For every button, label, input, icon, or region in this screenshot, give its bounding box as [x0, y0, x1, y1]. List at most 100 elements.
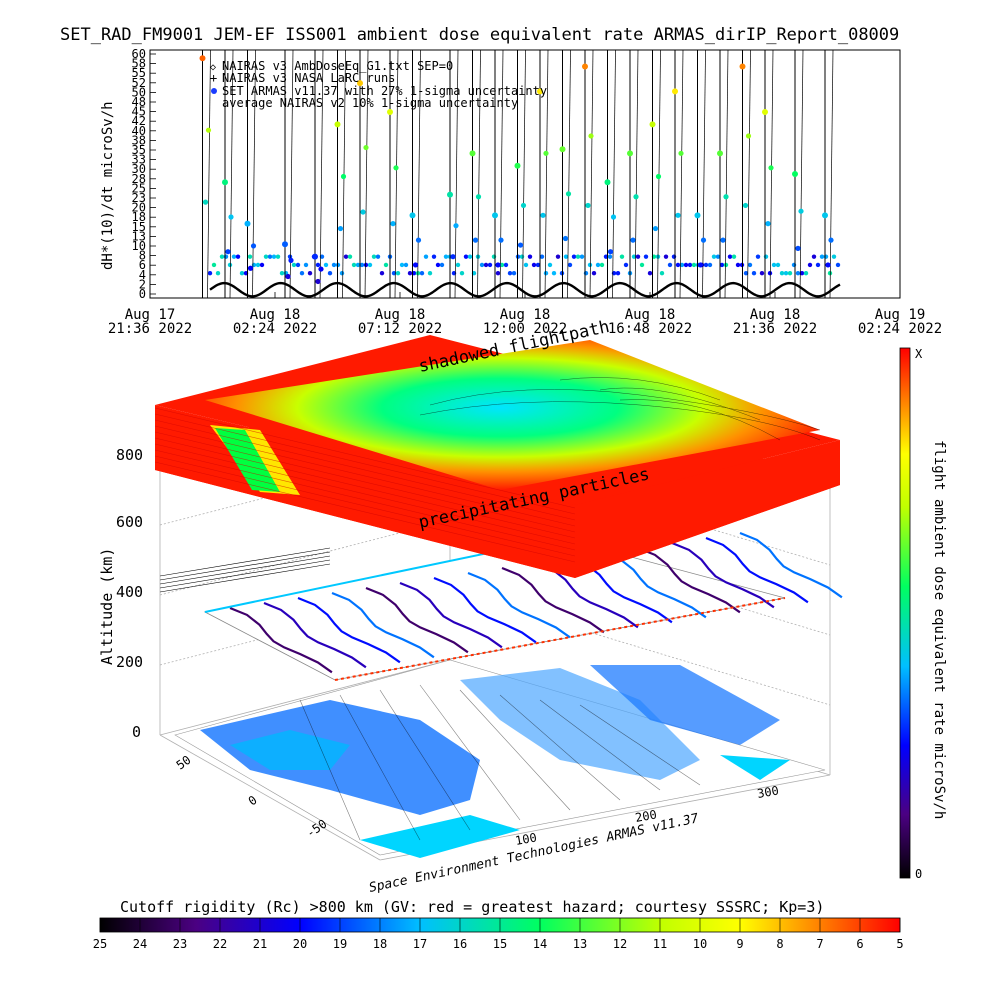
- baseline-dot: [808, 263, 812, 267]
- data-point-5-1: [341, 174, 346, 179]
- earth-map: [175, 660, 825, 858]
- baseline-dot: [344, 254, 348, 258]
- z-tick-800: 800: [116, 446, 143, 464]
- data-point-17: [627, 150, 633, 156]
- baseline-dot: [348, 254, 352, 258]
- hazard-slab: shadowed flightpath precipitating partic…: [155, 317, 840, 578]
- data-point-2: [245, 221, 251, 227]
- lat-tick-0: 0: [246, 793, 260, 809]
- spike-b-15: [590, 50, 593, 298]
- baseline-dot: [304, 263, 308, 267]
- data-point-1: [222, 179, 228, 185]
- cutoff-tick-3: 22: [213, 937, 227, 951]
- baseline-dot: [484, 263, 488, 267]
- spike-b-20: [703, 50, 706, 298]
- data-point-9-1: [453, 223, 458, 228]
- cutoff-tick-5: 20: [293, 937, 307, 951]
- lon-tick-300: 300: [756, 783, 780, 801]
- data-point-12: [515, 163, 521, 169]
- cutoff-tick-6: 19: [333, 937, 347, 951]
- data-point-22-0: [743, 203, 748, 208]
- baseline-dot: [608, 254, 612, 258]
- baseline-dot: [684, 263, 688, 267]
- spike-b-25: [830, 50, 833, 298]
- data-point-18-0: [653, 226, 658, 231]
- cutoff-tick-16: 9: [736, 937, 743, 951]
- spike-b-24: [800, 50, 803, 298]
- baseline-dot: [268, 254, 272, 258]
- data-point-18-1: [656, 174, 661, 179]
- baseline-dot: [364, 263, 368, 267]
- data-point-25-0: [825, 262, 830, 267]
- baseline-dot: [784, 271, 788, 275]
- baseline-dot: [228, 263, 232, 267]
- baseline-dot: [296, 263, 300, 267]
- data-point-22-1: [746, 133, 751, 138]
- legend-symbol-1: +: [210, 71, 217, 85]
- data-point-23: [762, 109, 768, 115]
- baseline-dot: [384, 263, 388, 267]
- baseline-dot: [648, 271, 652, 275]
- baseline-dot: [572, 254, 576, 258]
- baseline-dot: [340, 271, 344, 275]
- baseline-dot: [552, 271, 556, 275]
- cutoff-tick-10: 15: [493, 937, 507, 951]
- data-point-12-0: [518, 242, 523, 247]
- data-point-11-1: [498, 238, 503, 243]
- baseline-dot: [380, 271, 384, 275]
- baseline-dot: [520, 254, 524, 258]
- z-axis-label: Altitude (km): [98, 548, 116, 665]
- baseline-dot: [708, 263, 712, 267]
- baseline-dot: [548, 263, 552, 267]
- baseline-dot: [332, 263, 336, 267]
- baseline-dot: [704, 263, 708, 267]
- lat-tick-50: 50: [174, 753, 194, 773]
- data-point-24-0: [795, 246, 800, 251]
- data-point-9: [447, 192, 453, 198]
- data-point-2-0: [248, 266, 253, 271]
- spike-b-17: [635, 50, 638, 298]
- baseline-dot: [816, 263, 820, 267]
- data-point-6-1: [363, 145, 368, 150]
- data-point-13-1: [543, 151, 548, 156]
- data-point-15-1: [588, 133, 593, 138]
- baseline-dot: [300, 271, 304, 275]
- baseline-dot: [220, 254, 224, 258]
- baseline-dot: [272, 254, 276, 258]
- cutoff-tick-14: 11: [653, 937, 667, 951]
- baseline-dot: [672, 254, 676, 258]
- cutoff-title: Cutoff rigidity (Rc) >800 km (GV: red = …: [120, 898, 824, 916]
- baseline-dot: [252, 263, 256, 267]
- data-point-17-1: [633, 194, 638, 199]
- baseline-dot: [372, 254, 376, 258]
- x-tick-line2-6: 02:24 2022: [858, 321, 942, 337]
- dose-colorbar-top: X: [915, 347, 923, 361]
- baseline-dot: [752, 271, 756, 275]
- cutoff-tick-2: 23: [173, 937, 187, 951]
- data-point-14: [560, 146, 566, 152]
- data-point-7-1: [393, 165, 398, 170]
- data-point-20: [695, 212, 701, 218]
- baseline-dot: [216, 271, 220, 275]
- spike-b-21: [725, 50, 728, 298]
- y-tick-labels: 0246810131518202325283033353840424548505…: [132, 47, 156, 301]
- baseline-dot: [508, 271, 512, 275]
- data-point-10: [470, 150, 476, 156]
- baseline-dot: [792, 263, 796, 267]
- z-tick-200: 200: [116, 653, 143, 671]
- baseline-dot: [668, 263, 672, 267]
- baseline-dot: [236, 254, 240, 258]
- baseline-dot: [764, 254, 768, 258]
- data-point-22: [740, 64, 746, 70]
- baseline-dot: [424, 254, 428, 258]
- baseline-dot: [644, 254, 648, 258]
- legend-dot: [211, 88, 217, 94]
- data-point-14-1: [566, 191, 571, 196]
- data-point-17-0: [630, 238, 635, 243]
- z-tick-0: 0: [132, 723, 141, 741]
- baseline-dot: [576, 254, 580, 258]
- baseline-dot: [420, 271, 424, 275]
- baseline-dot: [504, 263, 508, 267]
- baseline-dot: [308, 271, 312, 275]
